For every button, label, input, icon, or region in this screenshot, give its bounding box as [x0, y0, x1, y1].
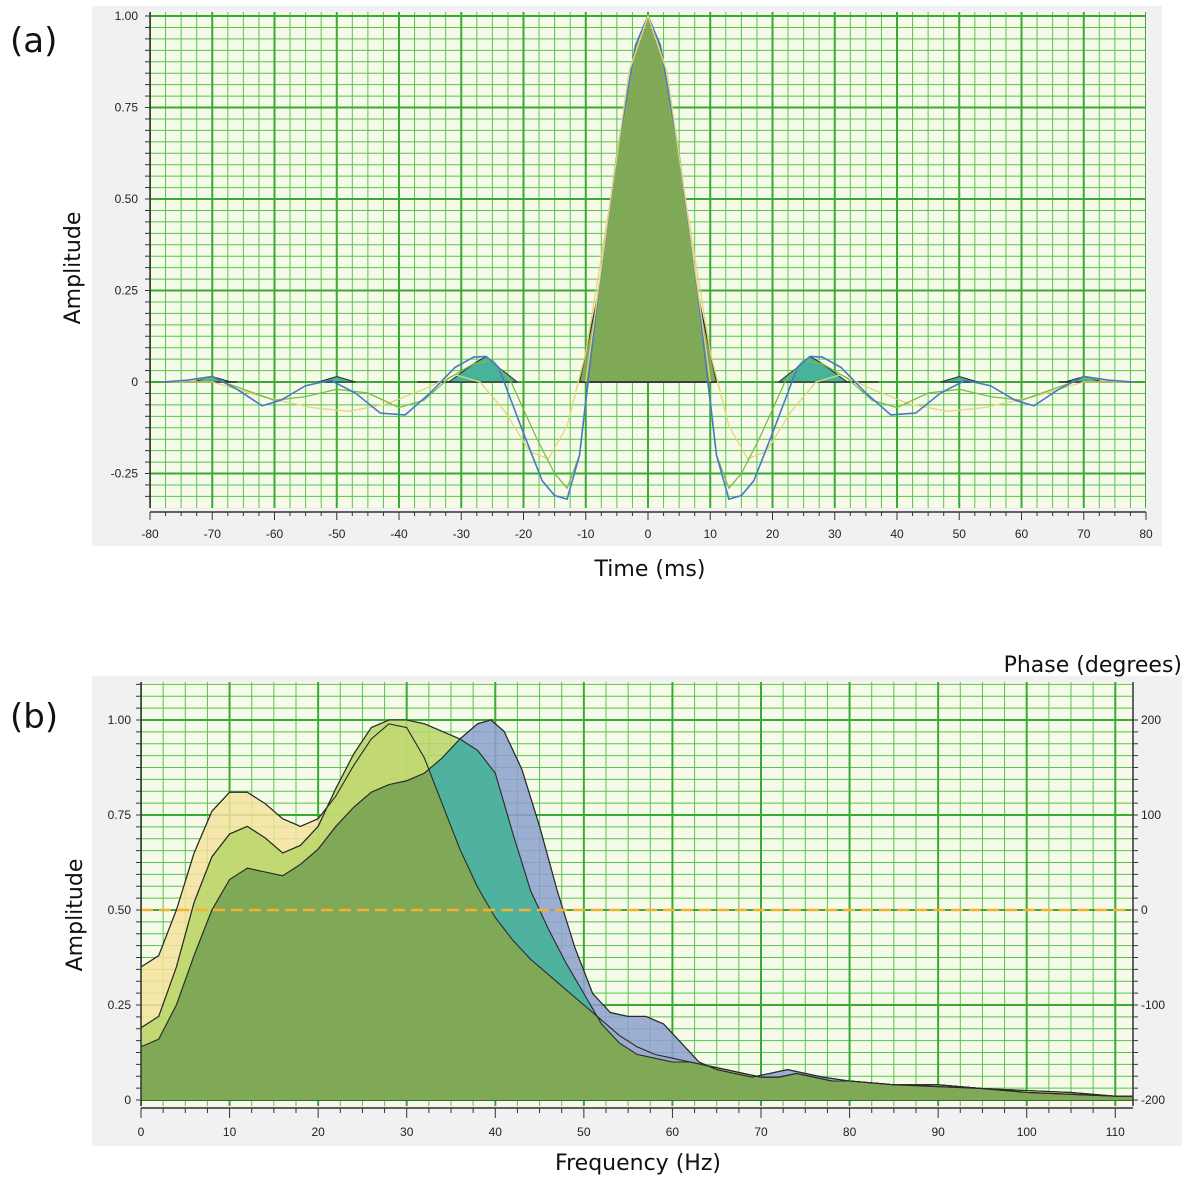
x-tick-label: -10 — [577, 527, 595, 541]
y2-tick-label: -200 — [1141, 1093, 1165, 1107]
y-tick-label: -0.25 — [111, 467, 139, 481]
x-tick-label: -20 — [515, 527, 533, 541]
x-tick-label: -40 — [390, 527, 408, 541]
x-tick-label: 50 — [577, 1125, 591, 1139]
panel-b-label: (b) — [10, 697, 58, 737]
panel-b-lines — [141, 719, 1133, 1097]
panel-b-ylabel: Amplitude — [63, 859, 88, 972]
panel-a-ylabel: Amplitude — [61, 212, 86, 325]
y2-tick-label: 100 — [1141, 808, 1161, 822]
x-tick-label: 20 — [311, 1125, 325, 1139]
x-tick-label: 100 — [1017, 1125, 1037, 1139]
y-tick-label: 0 — [124, 1093, 131, 1107]
x-tick-label: 20 — [766, 527, 780, 541]
panel-a-label: (a) — [10, 21, 57, 61]
x-tick-label: 0 — [645, 527, 652, 541]
series-line-blue — [141, 719, 1133, 1097]
x-tick-label: 40 — [489, 1125, 503, 1139]
panel-b-axes — [136, 682, 1138, 1118]
x-tick-label: 70 — [1077, 527, 1091, 541]
x-tick-label: 10 — [704, 527, 718, 541]
x-tick-label: -30 — [453, 527, 471, 541]
y-tick-label: 1.00 — [115, 9, 139, 23]
y2-tick-label: -100 — [1141, 998, 1165, 1012]
y-tick-label: 0.75 — [108, 808, 132, 822]
y2-tick-label: 200 — [1141, 713, 1161, 727]
y-tick-label: 0 — [131, 375, 138, 389]
y-tick-label: 0.50 — [115, 192, 139, 206]
panel-a-lines — [162, 13, 1134, 501]
y-tick-label: 0.25 — [115, 284, 139, 298]
x-tick-label: 80 — [843, 1125, 857, 1139]
y-tick-label: 0.75 — [115, 101, 139, 115]
series-line-yellow-main — [585, 13, 711, 383]
x-tick-label: 110 — [1106, 1125, 1125, 1139]
panel-a: -80 -70 -60 -50 -40 -30 -20 -10 0 10 20 30 40 50 60 70 8… — [10, 6, 1162, 582]
x-tick-label: 0 — [138, 1125, 145, 1139]
panel-b-fills — [141, 719, 1133, 1101]
y-tick-label: 0.50 — [108, 903, 132, 917]
x-tick-label: -70 — [204, 527, 222, 541]
panel-b-tick-labels: 0 10 20 30 40 50 60 70 80 90 100 110 0 0.25 0.50 0.75 1.… — [108, 713, 1166, 1139]
panel-a-axes — [145, 12, 1147, 520]
x-tick-label: 10 — [223, 1125, 237, 1139]
x-tick-label: 30 — [400, 1125, 414, 1139]
y-tick-label: 1.00 — [108, 713, 132, 727]
panel-a-tick-labels: -80 -70 -60 -50 -40 -30 -20 -10 0 10 20 30 40 50 60 70 8… — [111, 9, 1153, 541]
series-line-lime — [141, 719, 1133, 1097]
x-tick-label: 80 — [1139, 527, 1153, 541]
panel-b-y2label: Phase (degrees) — [1004, 653, 1182, 678]
x-tick-label: 70 — [754, 1125, 768, 1139]
x-tick-label: 90 — [931, 1125, 945, 1139]
x-tick-label: 60 — [1015, 527, 1029, 541]
y2-tick-label: 0 — [1141, 903, 1148, 917]
x-tick-label: 50 — [953, 527, 967, 541]
x-tick-label: -80 — [141, 527, 159, 541]
panel-a-xlabel: Time (ms) — [594, 557, 706, 582]
x-tick-label: -50 — [328, 527, 346, 541]
x-tick-label: 60 — [666, 1125, 680, 1139]
area-common — [141, 769, 1133, 1100]
y-tick-label: 0.25 — [108, 998, 132, 1012]
x-tick-label: 40 — [890, 527, 904, 541]
x-tick-label: 30 — [828, 527, 842, 541]
x-tick-label: -60 — [266, 527, 284, 541]
panel-b-xlabel: Frequency (Hz) — [555, 1151, 721, 1176]
panel-b: 0 10 20 30 40 50 60 70 80 90 100 110 0 0.25 0.50 0.75 1.… — [10, 653, 1182, 1176]
